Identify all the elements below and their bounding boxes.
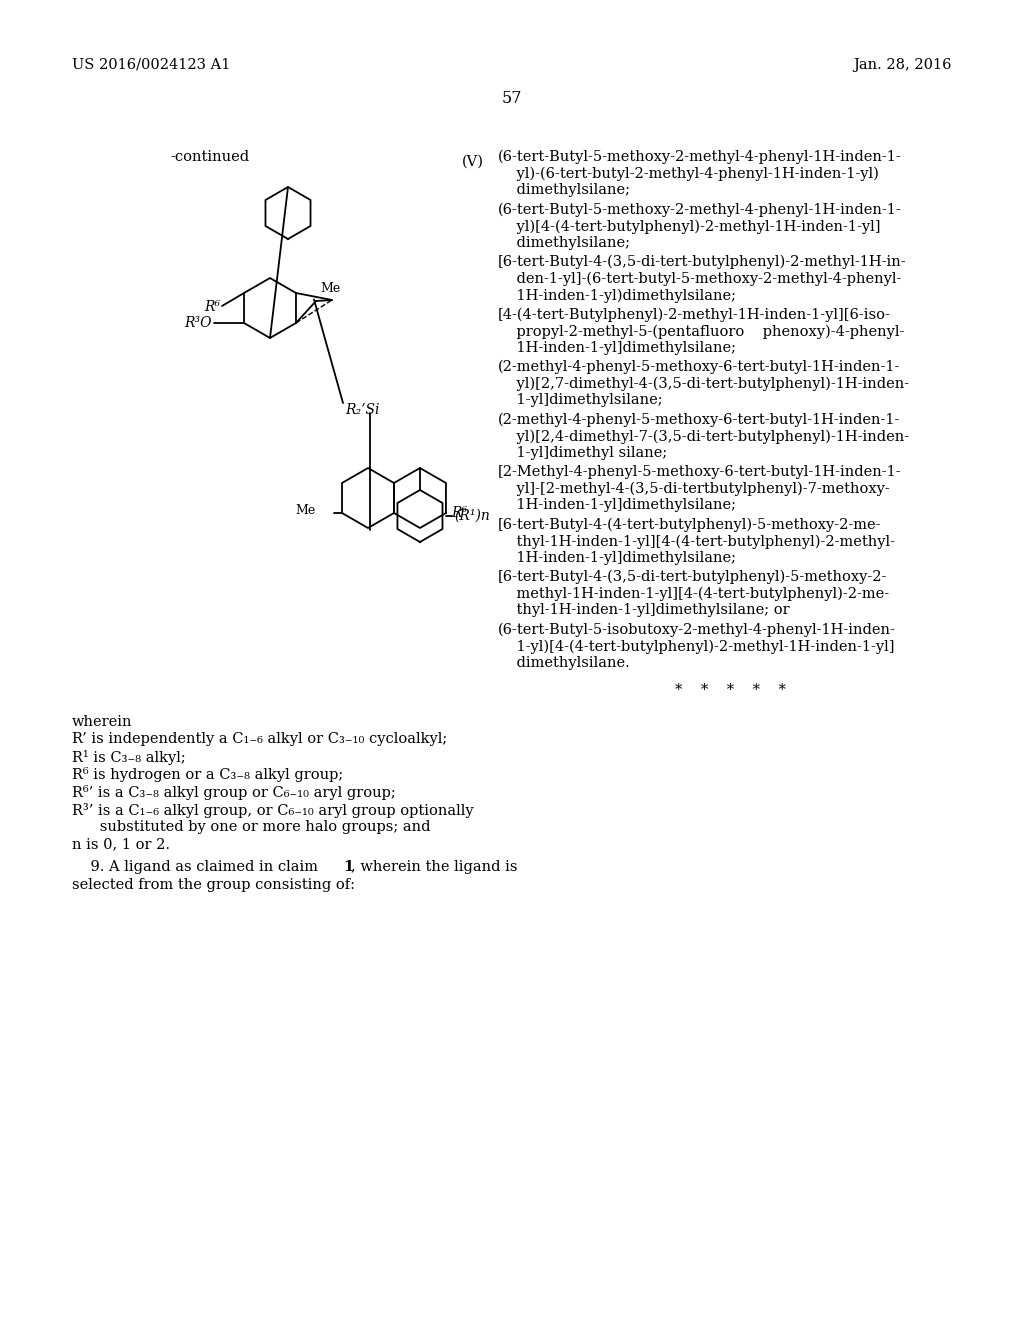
Text: R⁶ is hydrogen or a C₃₋₈ alkyl group;: R⁶ is hydrogen or a C₃₋₈ alkyl group; — [72, 767, 343, 783]
Text: R’ is independently a C₁₋₆ alkyl or C₃₋₁₀ cycloalkyl;: R’ is independently a C₁₋₆ alkyl or C₃₋₁… — [72, 733, 447, 747]
Text: US 2016/0024123 A1: US 2016/0024123 A1 — [72, 58, 230, 73]
Text: R³’ is a C₁₋₆ alkyl group, or C₆₋₁₀ aryl group optionally: R³’ is a C₁₋₆ alkyl group, or C₆₋₁₀ aryl… — [72, 803, 474, 817]
Text: (2-methyl-4-phenyl-5-methoxy-6-tert-butyl-1H-inden-1-
    yl)[2,4-dimethyl-7-(3,: (2-methyl-4-phenyl-5-methoxy-6-tert-buty… — [498, 412, 909, 459]
Text: Me: Me — [319, 282, 340, 294]
Text: 9. A ligand as claimed in claim: 9. A ligand as claimed in claim — [72, 861, 323, 874]
Text: R₂’Si: R₂’Si — [345, 403, 380, 417]
Text: [6-tert-Butyl-4-(4-tert-butylphenyl)-5-methoxy-2-me-
    thyl-1H-inden-1-yl][4-(: [6-tert-Butyl-4-(4-tert-butylphenyl)-5-m… — [498, 517, 895, 565]
Text: 57: 57 — [502, 90, 522, 107]
Text: (V): (V) — [462, 154, 484, 169]
Text: [6-tert-Butyl-4-(3,5-di-tert-butylphenyl)-2-methyl-1H-in-
    den-1-yl]-(6-tert-: [6-tert-Butyl-4-(3,5-di-tert-butylphenyl… — [498, 255, 906, 302]
Text: selected from the group consisting of:: selected from the group consisting of: — [72, 878, 355, 891]
Text: (2-methyl-4-phenyl-5-methoxy-6-tert-butyl-1H-inden-1-
    yl)[2,7-dimethyl-4-(3,: (2-methyl-4-phenyl-5-methoxy-6-tert-buty… — [498, 360, 909, 408]
Text: 1: 1 — [343, 861, 353, 874]
Text: R⁶: R⁶ — [451, 506, 467, 520]
Text: -continued: -continued — [170, 150, 250, 164]
Text: [6-tert-Butyl-4-(3,5-di-tert-butylphenyl)-5-methoxy-2-
    methyl-1H-inden-1-yl]: [6-tert-Butyl-4-(3,5-di-tert-butylphenyl… — [498, 570, 889, 618]
Text: R³O: R³O — [184, 315, 212, 330]
Text: R⁶: R⁶ — [204, 300, 220, 314]
Text: Me: Me — [296, 504, 316, 517]
Text: , wherein the ligand is: , wherein the ligand is — [351, 861, 517, 874]
Text: n is 0, 1 or 2.: n is 0, 1 or 2. — [72, 837, 170, 851]
Text: [4-(4-tert-Butylphenyl)-2-methyl-1H-inden-1-yl][6-iso-
    propyl-2-methyl-5-(pe: [4-(4-tert-Butylphenyl)-2-methyl-1H-inde… — [498, 308, 904, 355]
Text: (6-tert-Butyl-5-methoxy-2-methyl-4-phenyl-1H-inden-1-
    yl)[4-(4-tert-butylphe: (6-tert-Butyl-5-methoxy-2-methyl-4-pheny… — [498, 202, 902, 249]
Text: R¹ is C₃₋₈ alkyl;: R¹ is C₃₋₈ alkyl; — [72, 750, 185, 766]
Text: R⁶’ is a C₃₋₈ alkyl group or C₆₋₁₀ aryl group;: R⁶’ is a C₃₋₈ alkyl group or C₆₋₁₀ aryl … — [72, 785, 395, 800]
Text: Jan. 28, 2016: Jan. 28, 2016 — [853, 58, 952, 73]
Text: (6-tert-Butyl-5-methoxy-2-methyl-4-phenyl-1H-inden-1-
    yl)-(6-tert-butyl-2-me: (6-tert-Butyl-5-methoxy-2-methyl-4-pheny… — [498, 150, 902, 197]
Text: substituted by one or more halo groups; and: substituted by one or more halo groups; … — [72, 820, 430, 834]
Text: *    *    *    *    *: * * * * * — [675, 682, 785, 697]
Text: (6-tert-Butyl-5-isobutoxy-2-methyl-4-phenyl-1H-inden-
    1-yl)[4-(4-tert-butylp: (6-tert-Butyl-5-isobutoxy-2-methyl-4-phe… — [498, 623, 896, 669]
Text: (R¹)n: (R¹)n — [454, 510, 489, 523]
Text: [2-Methyl-4-phenyl-5-methoxy-6-tert-butyl-1H-inden-1-
    yl]-[2-methyl-4-(3,5-d: [2-Methyl-4-phenyl-5-methoxy-6-tert-buty… — [498, 465, 901, 512]
Text: wherein: wherein — [72, 715, 132, 729]
